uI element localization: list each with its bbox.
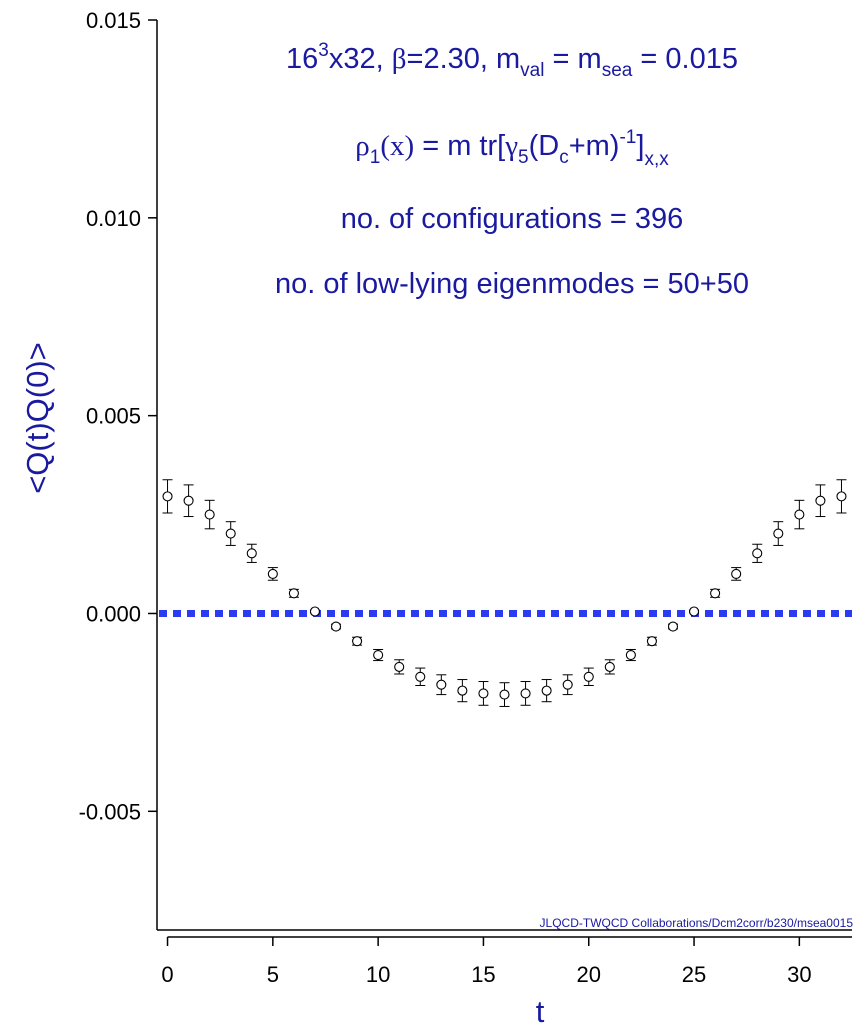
marker xyxy=(710,588,721,599)
annotation-density-definition: ρ1(x) = m tr[γ5(Dc+m)-1]x,x xyxy=(355,127,669,170)
marker xyxy=(541,685,552,696)
marker xyxy=(520,688,531,699)
marker xyxy=(625,649,636,661)
data-point xyxy=(583,667,594,686)
marker xyxy=(836,491,847,502)
marker xyxy=(478,688,489,699)
marker xyxy=(415,671,426,682)
data-point xyxy=(162,479,173,514)
data-point xyxy=(773,521,784,546)
marker xyxy=(288,588,299,599)
y-tick-label: 0.000 xyxy=(86,601,141,626)
data-point xyxy=(225,521,236,546)
marker xyxy=(667,621,679,632)
marker xyxy=(267,568,278,579)
marker xyxy=(688,606,700,617)
data-point xyxy=(752,543,763,563)
x-tick-label: 0 xyxy=(161,962,173,987)
x-tick-label: 20 xyxy=(577,962,601,987)
data-point xyxy=(267,567,278,581)
y-axis: -0.005 0.000 0.005 0.010 0.015 xyxy=(79,8,157,824)
data-series xyxy=(162,479,847,707)
annotation-configurations: no. of configurations = 396 xyxy=(341,203,684,235)
plot-frame xyxy=(156,20,852,931)
marker xyxy=(752,548,763,559)
data-point xyxy=(731,567,742,581)
y-tick-label: 0.005 xyxy=(86,404,141,429)
marker xyxy=(583,671,594,682)
data-point xyxy=(436,674,447,696)
marker xyxy=(562,679,573,690)
marker xyxy=(309,606,321,617)
data-point xyxy=(541,679,552,703)
x-tick-label: 10 xyxy=(366,962,390,987)
marker xyxy=(604,661,615,672)
marker xyxy=(330,621,342,632)
data-point xyxy=(183,484,194,518)
data-point xyxy=(836,479,847,514)
annotation-lattice-params: 163x32, β=2.30, mval = msea = 0.015 xyxy=(286,40,738,81)
data-point xyxy=(667,621,679,632)
data-point xyxy=(415,667,426,686)
data-point xyxy=(815,484,826,518)
data-point xyxy=(562,674,573,696)
marker xyxy=(183,495,194,506)
data-point xyxy=(309,606,321,617)
marker xyxy=(352,636,363,647)
marker xyxy=(246,548,257,559)
data-point xyxy=(478,681,489,706)
y-tick-label: 0.010 xyxy=(86,206,141,231)
y-tick-label: -0.005 xyxy=(79,799,141,824)
x-axis-title: t xyxy=(536,994,545,1029)
credit-label: JLQCD-TWQCD Collaborations/Dcm2corr/b230… xyxy=(540,916,854,930)
marker xyxy=(815,495,826,506)
marker xyxy=(499,689,510,700)
data-point xyxy=(246,543,257,563)
marker xyxy=(794,509,805,520)
marker xyxy=(204,509,215,520)
x-axis: 0 5 10 15 20 25 30 xyxy=(161,936,852,987)
annotation-eigenmodes: no. of low-lying eigenmodes = 50+50 xyxy=(275,268,749,300)
x-tick-label: 30 xyxy=(787,962,811,987)
data-point xyxy=(688,606,700,617)
data-point xyxy=(625,648,636,662)
x-tick-label: 15 xyxy=(471,962,495,987)
data-point xyxy=(520,681,531,706)
marker xyxy=(457,685,468,696)
y-tick-label: 0.015 xyxy=(86,8,141,33)
data-point xyxy=(204,499,215,530)
y-axis-title: <Q(t)Q(0)> xyxy=(20,342,55,494)
data-point xyxy=(288,588,299,599)
data-point xyxy=(352,636,363,647)
marker xyxy=(162,491,173,502)
data-point xyxy=(604,659,615,675)
marker xyxy=(436,679,447,690)
marker xyxy=(373,649,384,661)
data-point xyxy=(330,621,342,632)
data-point xyxy=(394,659,405,675)
data-point xyxy=(499,682,510,707)
data-point xyxy=(710,588,721,599)
marker xyxy=(646,636,657,647)
data-point xyxy=(373,648,384,662)
marker xyxy=(773,528,784,539)
marker xyxy=(225,528,236,539)
marker xyxy=(394,661,405,672)
x-tick-label: 5 xyxy=(267,962,279,987)
x-tick-label: 25 xyxy=(682,962,706,987)
data-point xyxy=(457,679,468,703)
data-point xyxy=(646,636,657,647)
data-point xyxy=(794,499,805,530)
marker xyxy=(731,568,742,579)
